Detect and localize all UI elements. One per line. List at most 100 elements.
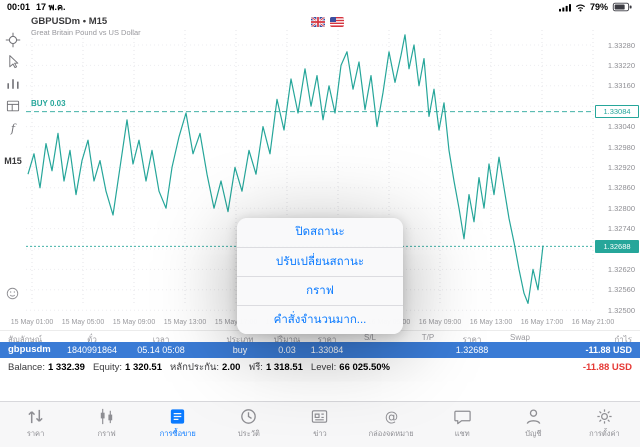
time-tick-label: 15 May 01:00 [10, 319, 54, 326]
position-cell: 1.32688 [455, 345, 489, 355]
position-cell: 1.33084 [310, 345, 344, 355]
price-tick-label: 1.32620 [607, 264, 635, 274]
column-header: เวลา [152, 335, 170, 344]
table-header: สัญลักษณ์ ตั๋ว เวลา ประเภท ปริมาณ ราคา S/L T/P ร… [0, 330, 640, 344]
column-header: ราคา [317, 335, 337, 344]
column-header: S/L [363, 333, 377, 342]
column-header: กำไร [614, 335, 632, 344]
positions-table: สัญลักษณ์ ตั๋ว เวลา ประเภท ปริมาณ ราคา S/L T/P ร… [0, 330, 640, 377]
tab-charts[interactable]: กราฟ [71, 402, 142, 447]
account-summary: Balance: 1 332.39 Equity: 1 320.51 หลักประกั… [0, 358, 640, 377]
chart-symbol-title: GBPUSDm • M15 [31, 16, 108, 27]
tab-quotes[interactable]: ราคา [0, 402, 71, 447]
menu-item-modify-position[interactable]: ปรับเปลี่ยนสถานะ [237, 247, 403, 276]
summary-label: ฟรี: [248, 362, 263, 373]
floating-profit: -11.88 USD [582, 362, 632, 373]
cellular-signal-icon [558, 3, 571, 12]
tab-accounts[interactable]: บัญชี [498, 402, 569, 447]
position-cell: -11.88 USD [585, 345, 632, 355]
news-icon [310, 407, 329, 426]
func-icon[interactable]: f [5, 120, 21, 136]
summary-value: 1 318.51 [265, 362, 303, 373]
column-header: Swap [509, 333, 531, 342]
column-header: ตั๋ว [87, 335, 97, 344]
column-header: ประเภท [226, 335, 254, 344]
price-tick-label: 1.32800 [607, 203, 635, 213]
position-cell: gbpusdm [8, 344, 51, 355]
price-tick-label: 1.32920 [607, 162, 635, 172]
tab-news[interactable]: ข่าว [284, 402, 355, 447]
summary-label: Balance: [8, 362, 45, 373]
tab-label: ราคา [26, 429, 45, 438]
tab-chat[interactable]: แชท [427, 402, 498, 447]
time-tick-label: 16 May 21:00 [571, 319, 615, 326]
chart-icon [97, 407, 116, 426]
battery-icon [612, 2, 633, 12]
status-date: 17 พ.ค. [36, 2, 66, 12]
tab-label: บัญชี [525, 429, 542, 438]
time-tick-label: 16 May 09:00 [418, 319, 462, 326]
menu-item-chart[interactable]: กราฟ [237, 276, 403, 305]
emoji-icon[interactable] [5, 286, 20, 301]
account-summary-values: Balance: 1 332.39 Equity: 1 320.51 หลักประกั… [8, 360, 398, 375]
status-left: 00:01 17 พ.ค. [7, 0, 66, 14]
tab-label: แชท [454, 429, 470, 438]
position-cell: 1840991864 [66, 345, 118, 355]
timeframe-button[interactable]: M15 [4, 156, 22, 166]
bars-icon[interactable] [5, 76, 21, 92]
wifi-icon [575, 3, 586, 12]
tab-settings[interactable]: การตั้งค่า [569, 402, 640, 447]
price-axis[interactable]: 1.33280 1.33220 1.33160 1.33040 1.32980 1.329… [594, 14, 640, 318]
position-cell: 0.03 [278, 345, 296, 355]
summary-value: 66 025.50% [339, 362, 390, 373]
status-time: 00:01 [7, 2, 31, 12]
time-tick-label: 16 May 17:00 [520, 319, 564, 326]
svg-text:f: f [10, 122, 17, 135]
buy-price-tag: 1.33084 [595, 105, 639, 119]
column-header: ราคา [462, 335, 482, 344]
quotes-icon [26, 407, 45, 426]
last-price-tag: 1.32688 [595, 239, 639, 253]
chart-symbol-subtitle: Great Britain Pound vs US Dollar [31, 28, 141, 37]
tab-label: กราฟ [97, 429, 116, 438]
menu-item-bulk-operations[interactable]: คำสั่งจำนวนมาก... [237, 305, 403, 334]
tab-history[interactable]: ประวัติ [213, 402, 284, 447]
tab-mailbox[interactable]: @ กล่องจดหมาย [356, 402, 427, 447]
window-icon[interactable] [5, 98, 21, 114]
summary-value: 1 332.39 [47, 362, 85, 373]
tab-bar: ราคา กราฟ การซื้อขาย ประวัติ ข่าว @ กล่องจดหมา… [0, 401, 640, 447]
price-tick-label: 1.32560 [607, 285, 635, 295]
open-position-label: BUY 0.03 [31, 98, 66, 108]
tab-label: การซื้อขาย [159, 429, 196, 438]
menu-item-close-position[interactable]: ปิดสถานะ [295, 226, 345, 238]
tab-label: การตั้งค่า [589, 429, 620, 438]
account-icon [524, 407, 543, 426]
usd-flag-icon [330, 17, 344, 27]
summary-label: Level: [310, 362, 337, 373]
time-tick-label: 15 May 13:00 [163, 319, 207, 326]
chart-header: GBPUSDm • M15 Great Britain Pound vs US … [31, 16, 141, 37]
settings-icon [595, 407, 614, 426]
tab-label: กล่องจดหมาย [368, 429, 414, 438]
trade-icon [168, 407, 187, 426]
cursor-icon[interactable] [5, 54, 21, 70]
price-tick-label: 1.32740 [607, 224, 635, 234]
tab-trade[interactable]: การซื้อขาย [142, 402, 213, 447]
time-tick-label: 15 May 09:00 [112, 319, 156, 326]
price-tick-label: 1.33160 [607, 81, 635, 91]
status-right: 79% [558, 2, 633, 12]
price-tick-label: 1.32500 [607, 305, 635, 315]
price-tick-label: 1.33040 [607, 122, 635, 132]
mailbox-icon: @ [382, 407, 401, 426]
column-header: ปริมาณ [273, 335, 301, 344]
column-header: สัญลักษณ์ [8, 335, 43, 344]
summary-value: 2.00 [221, 362, 241, 373]
position-row[interactable]: gbpusdm 1840991864 05.14 05:08 buy 0.03 1.330… [0, 342, 640, 358]
price-tick-label: 1.33280 [607, 40, 635, 50]
crosshair-icon[interactable] [5, 32, 21, 48]
chart-toolbar: f [3, 32, 23, 136]
summary-label: Equity: [92, 362, 123, 373]
summary-value: 1 320.51 [125, 362, 162, 373]
time-tick-label: 15 May 17:00 [214, 319, 258, 326]
history-icon [239, 407, 258, 426]
